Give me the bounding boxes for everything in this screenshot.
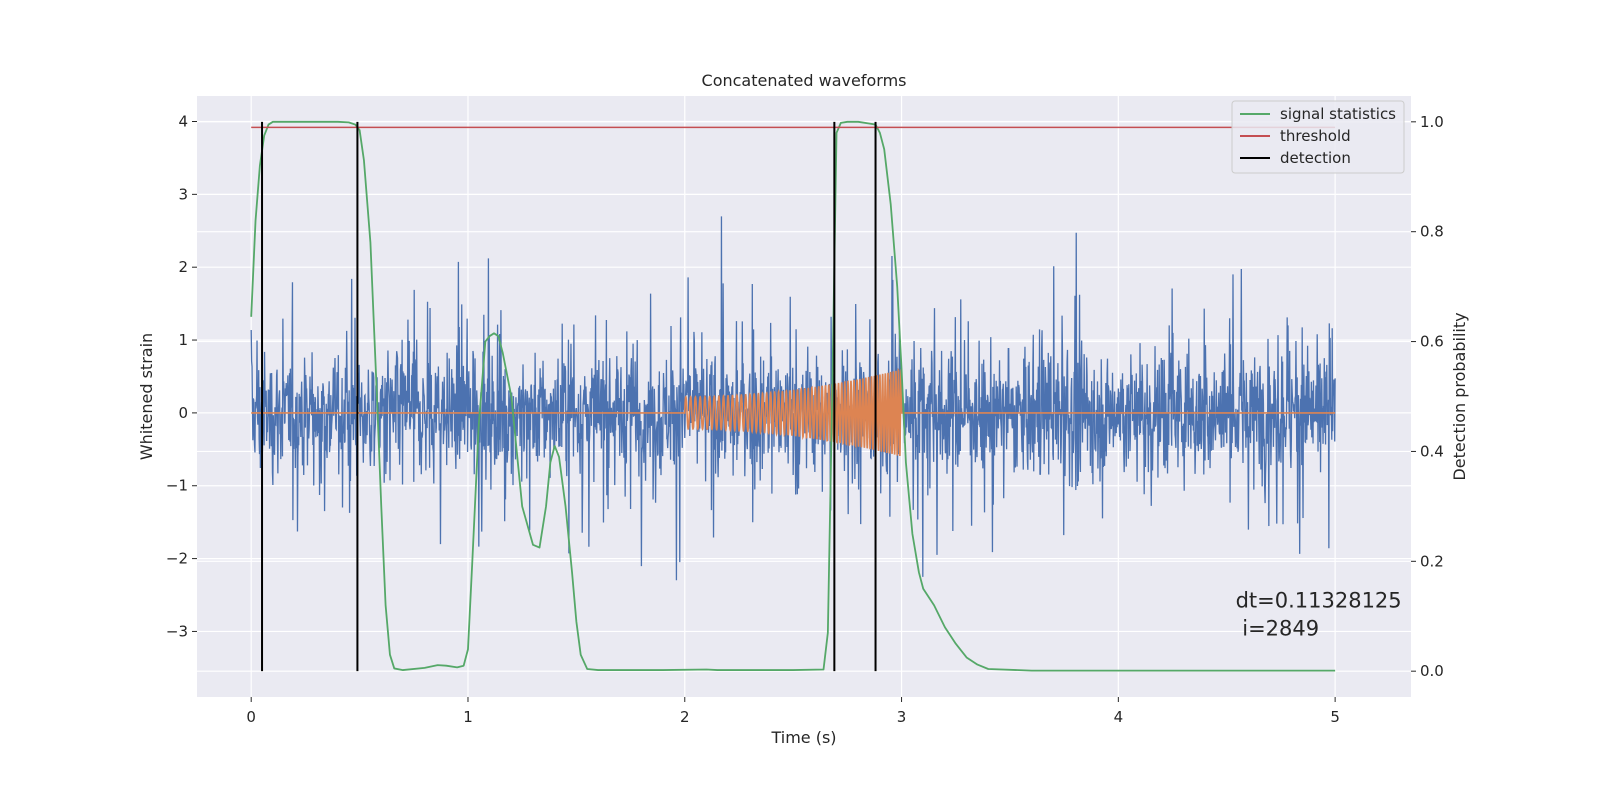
x-tick-label: 0: [246, 708, 256, 726]
y-tick-label: −2: [166, 550, 188, 568]
annotation-i: i=2849: [1236, 616, 1320, 640]
y2-tick-label: 0.0: [1420, 662, 1444, 680]
y-tick-label: 0: [178, 404, 188, 422]
injected-signal-line: [251, 367, 1336, 457]
x-tick-label: 3: [897, 708, 907, 726]
y-tick-label: −1: [166, 477, 188, 495]
y2-tick-label: 1.0: [1420, 113, 1444, 131]
grid: [197, 96, 1411, 697]
series-layer: [250, 120, 1336, 672]
y-tick-label: −3: [166, 622, 188, 640]
y-tick-label: 2: [178, 258, 188, 276]
y2-axis-label: Detection probability: [1450, 312, 1469, 480]
legend-label: signal statistics: [1280, 105, 1396, 123]
y-tick-label: 1: [178, 331, 188, 349]
y2-tick-label: 0.8: [1420, 223, 1444, 241]
y2-tick-label: 0.4: [1420, 442, 1444, 460]
annotation: dt=0.11328125 i=2849: [1236, 588, 1402, 640]
y2-tick-label: 0.6: [1420, 333, 1444, 351]
x-axis-label: Time (s): [770, 728, 836, 747]
y2-tick-label: 0.2: [1420, 552, 1444, 570]
signal-statistics-line: [250, 120, 1336, 672]
annotation-dt: dt=0.11328125: [1236, 588, 1402, 612]
y-tick-label: 3: [178, 185, 188, 203]
chart-title: Concatenated waveforms: [702, 71, 907, 90]
y-axis-label: Whitened strain: [137, 333, 156, 460]
legend-label: detection: [1280, 149, 1351, 167]
x-tick-label: 2: [680, 708, 690, 726]
whitened-strain-line: [250, 216, 1336, 581]
ticks: 0 1 2 3 4 5 4 3 2 1 0 −1 −2 −3 1.0 0.8 0.6 0.4 0.2 0.0: [166, 112, 1444, 726]
x-tick-label: 4: [1114, 708, 1124, 726]
legend-box: [1231, 100, 1405, 174]
legend: signal statistics threshold detection: [1231, 100, 1405, 174]
x-tick-label: 5: [1330, 708, 1340, 726]
legend-label: threshold: [1280, 127, 1351, 145]
x-tick-label: 1: [463, 708, 473, 726]
y-tick-label: 4: [178, 112, 188, 130]
